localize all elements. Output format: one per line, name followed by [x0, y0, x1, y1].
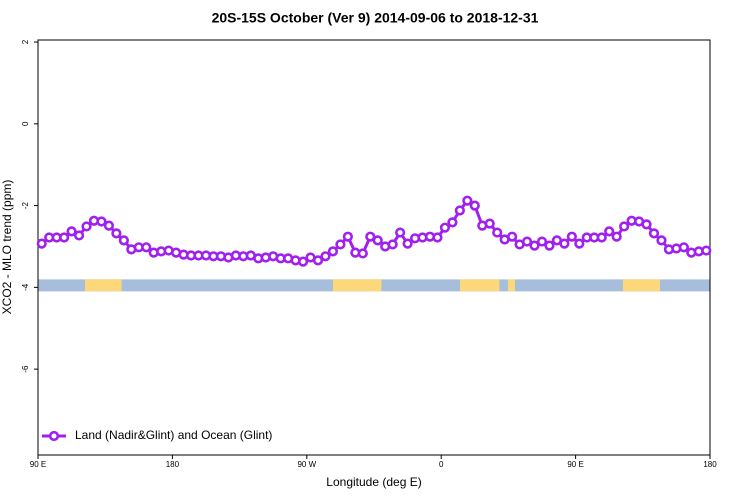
data-point	[484, 218, 495, 229]
data-point	[59, 232, 70, 243]
data-point	[141, 242, 152, 253]
data-point	[81, 221, 92, 232]
data-point	[327, 246, 339, 257]
data-point	[335, 239, 346, 250]
data-point	[357, 248, 368, 259]
data-point	[73, 230, 85, 241]
land-segment	[507, 279, 515, 292]
data-point	[611, 231, 622, 242]
y-tick-label: -2	[21, 201, 30, 209]
data-point	[111, 228, 122, 239]
data-point	[103, 220, 115, 231]
data-point	[118, 235, 129, 246]
data-point	[492, 227, 503, 238]
data-point	[596, 232, 607, 243]
data-point	[387, 239, 398, 250]
data-point	[701, 245, 712, 256]
data-point	[604, 226, 615, 237]
data-point	[559, 238, 570, 249]
y-tick-label: 0	[21, 121, 30, 126]
data-point	[372, 235, 383, 246]
data-point	[432, 232, 443, 243]
data-point	[462, 195, 473, 206]
data-point	[312, 255, 324, 266]
data-point	[454, 205, 465, 216]
data-point	[342, 231, 353, 242]
data-point	[365, 231, 376, 242]
y-tick-label: -4	[21, 283, 30, 291]
data-point	[507, 231, 518, 242]
data-point	[521, 236, 533, 247]
data-point	[320, 251, 331, 262]
data-point	[529, 240, 540, 251]
x-tick-label: 0	[439, 460, 444, 469]
data-point	[678, 242, 689, 253]
land-segment	[460, 279, 500, 292]
data-point	[656, 235, 667, 246]
data-point	[574, 238, 585, 249]
data-point	[66, 226, 77, 237]
y-tick-label: 2	[21, 39, 30, 44]
data-point	[469, 200, 480, 211]
x-tick-label: 90 W	[297, 460, 316, 469]
y-tick-label: -6	[21, 365, 30, 373]
legend-label: Land (Nadir&Glint) and Ocean (Glint)	[75, 428, 272, 442]
data-point	[566, 231, 577, 242]
x-tick-label: 90 E	[567, 460, 583, 469]
legend-marker	[48, 430, 60, 442]
data-point	[36, 238, 47, 249]
data-point	[648, 228, 660, 239]
x-tick-label: 180	[166, 460, 180, 469]
data-point	[402, 238, 413, 249]
chart-title: 20S-15S October (Ver 9) 2014-09-06 to 20…	[212, 10, 539, 26]
data-point	[536, 236, 548, 247]
land-segment	[332, 279, 382, 292]
x-tick-label: 90 E	[30, 460, 46, 469]
data-point	[641, 219, 652, 230]
x-tick-label: 180	[703, 460, 717, 469]
land-segment	[85, 279, 122, 292]
data-point	[447, 217, 458, 228]
data-point	[544, 240, 555, 251]
data-point	[395, 227, 406, 238]
land-segment	[622, 279, 660, 292]
data-point	[439, 222, 451, 233]
data-point	[96, 216, 107, 227]
y-axis-label: XCO2 - MLO trend (ppm)	[0, 180, 14, 315]
data-point	[619, 221, 630, 232]
data-point	[297, 256, 309, 267]
x-axis-label: Longitude (deg E)	[326, 475, 421, 489]
